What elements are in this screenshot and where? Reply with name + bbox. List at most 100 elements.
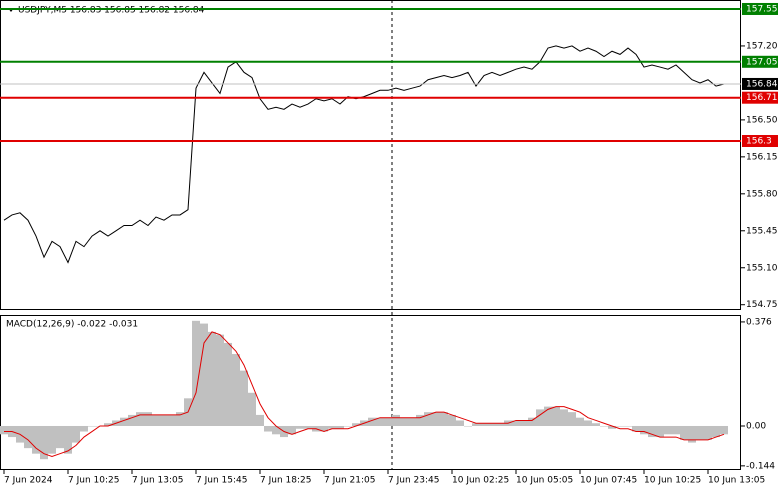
current-price-label: 156.84 — [746, 79, 778, 89]
histogram-bar — [552, 406, 560, 426]
histogram-bar — [288, 425, 296, 435]
series-line — [3, 45, 725, 264]
histogram-bar — [176, 412, 184, 426]
y-tick-label: 155.45 — [746, 226, 778, 236]
histogram-bar — [48, 425, 56, 454]
histogram-bar — [408, 417, 416, 426]
level-box — [742, 91, 778, 104]
x-tick-label: 7 Jun 18:25 — [260, 476, 311, 486]
histogram-bar — [528, 417, 536, 426]
histogram-bar — [696, 425, 704, 440]
histogram-bar — [424, 412, 432, 426]
histogram-bar — [664, 425, 672, 435]
histogram-bar — [496, 423, 504, 426]
level-label: 157.55 — [746, 4, 778, 14]
y-tick-label: 0.00 — [746, 421, 766, 431]
price-panel — [0, 0, 741, 310]
histogram-bar — [248, 392, 256, 426]
x-tick-label: 7 Jun 21:05 — [324, 476, 375, 486]
histogram-bar — [336, 425, 344, 429]
histogram-bar — [200, 323, 208, 426]
histogram-bar — [624, 425, 632, 427]
y-tick-label: 156.15 — [746, 152, 778, 162]
histogram-bar — [480, 423, 488, 426]
y-tick-label: 157.20 — [746, 41, 778, 51]
histogram-bar — [120, 417, 128, 426]
histogram-bar — [376, 417, 384, 426]
histogram-bar — [400, 417, 408, 426]
histogram-bar — [320, 425, 328, 432]
histogram-bar — [688, 425, 696, 443]
y-tick-label: 0.376 — [746, 317, 772, 327]
histogram-bar — [448, 414, 456, 426]
histogram-bar — [712, 425, 720, 438]
histogram-bar — [224, 342, 232, 426]
histogram-bar — [656, 425, 664, 438]
histogram-bar — [520, 420, 528, 426]
histogram-bar — [216, 334, 224, 426]
histogram-bar — [576, 417, 584, 426]
histogram-bar — [232, 354, 240, 426]
histogram-bar — [648, 425, 656, 438]
y-tick-label: 155.10 — [746, 263, 778, 273]
histogram-bar — [88, 425, 96, 427]
y-tick-label: 156.50 — [746, 115, 778, 125]
histogram-bar — [544, 406, 552, 426]
histogram-bar — [672, 425, 680, 435]
histogram-bar — [80, 425, 88, 432]
level-box — [742, 2, 778, 15]
histogram-bar — [168, 414, 176, 426]
histogram-bar — [392, 414, 400, 426]
x-tick-label: 10 Jun 10:25 — [644, 476, 701, 486]
histogram-bar — [472, 423, 480, 426]
histogram-bar — [720, 425, 728, 435]
x-tick-label: 10 Jun 07:45 — [580, 476, 637, 486]
histogram-bar — [0, 425, 8, 435]
x-tick-label: 10 Jun 13:05 — [708, 476, 765, 486]
histogram-bar — [440, 412, 448, 426]
histogram-bar — [584, 420, 592, 426]
histogram-bar — [240, 370, 248, 426]
x-tick-label: 7 Jun 23:45 — [388, 476, 439, 486]
y-tick-label: 154.75 — [746, 300, 778, 310]
histogram-bar — [264, 425, 272, 432]
histogram-bar — [456, 420, 464, 426]
histogram-bar — [256, 414, 264, 426]
histogram-bar — [144, 412, 152, 426]
histogram-bar — [64, 425, 72, 454]
histogram-bar — [608, 425, 616, 429]
histogram-bar — [32, 425, 40, 454]
x-tick-label: 7 Jun 2024 — [4, 476, 53, 486]
x-tick-label: 7 Jun 10:25 — [68, 476, 119, 486]
histogram-bar — [512, 420, 520, 426]
macd-panel — [0, 315, 741, 470]
histogram-bar — [640, 425, 648, 435]
histogram-bar — [368, 417, 376, 426]
series-line — [4, 331, 725, 457]
histogram-bar — [464, 425, 472, 427]
histogram-bar — [208, 331, 216, 426]
histogram-bar — [416, 414, 424, 426]
histogram-bar — [432, 412, 440, 426]
histogram-bar — [160, 414, 168, 426]
level-label: 157.05 — [746, 57, 778, 67]
histogram-bar — [616, 425, 624, 427]
x-tick-label: 10 Jun 05:05 — [516, 476, 573, 486]
histogram-bar — [560, 409, 568, 426]
symbol-info: USDJPY,M5 156.83 156.85 156.82 156.84 — [18, 6, 205, 16]
level-box — [742, 55, 778, 68]
histogram-bar — [328, 425, 336, 429]
x-tick-label: 7 Jun 15:45 — [196, 476, 247, 486]
x-tick-label: 10 Jun 02:25 — [452, 476, 509, 486]
histogram-bar — [304, 425, 312, 429]
histogram-bar — [632, 425, 640, 432]
histogram-bar — [192, 320, 200, 426]
level-box — [742, 135, 778, 148]
histogram-bar — [704, 425, 712, 440]
level-label: 156.71 — [746, 93, 778, 103]
x-tick-label: 7 Jun 13:05 — [132, 476, 183, 486]
level-label: 156.3 — [746, 137, 772, 147]
histogram-bar — [136, 412, 144, 426]
histogram-bar — [128, 414, 136, 426]
